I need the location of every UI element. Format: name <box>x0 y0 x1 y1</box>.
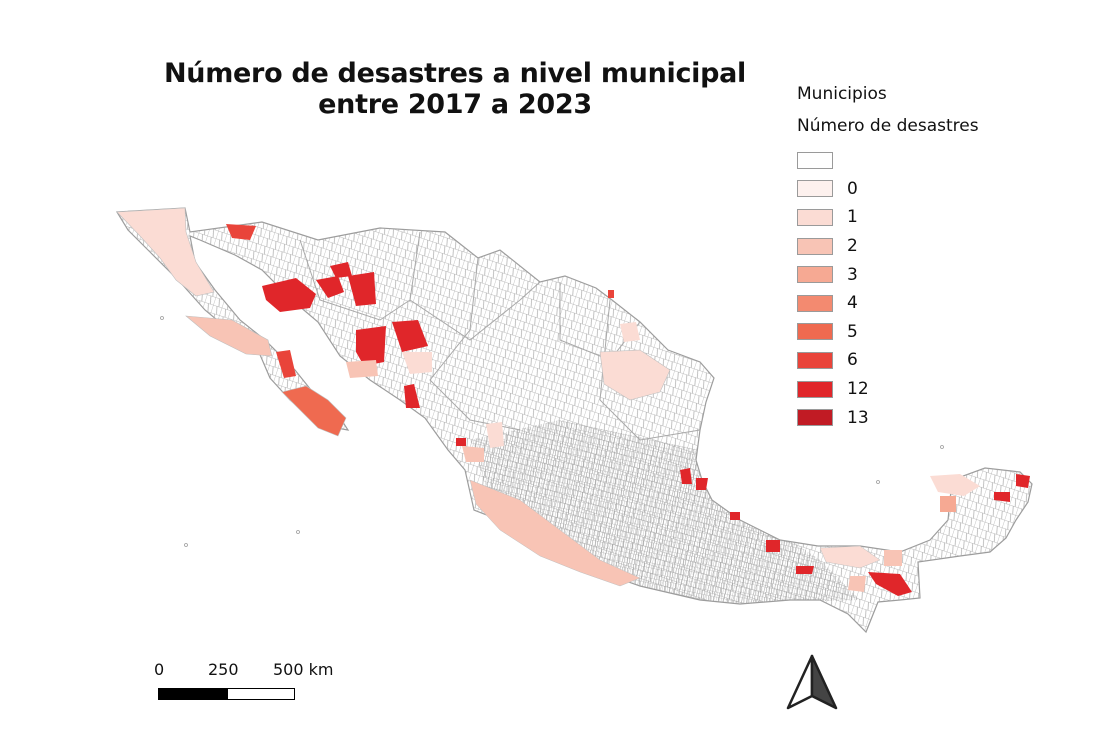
municipio-coahuila <box>486 422 504 448</box>
municipio-qroo-3 <box>940 496 956 512</box>
legend-swatch <box>797 380 833 398</box>
municipio-chihuahua-2 <box>392 320 428 352</box>
municipio-campeche <box>884 550 902 566</box>
islands <box>160 316 944 547</box>
scale-bar: 0 250 500 km <box>150 660 370 710</box>
legend-items: 0 1 2 3 4 5 6 12 13 <box>797 146 979 432</box>
municipio-nuevo-leon <box>599 349 671 401</box>
municipio-nayarit <box>462 446 484 462</box>
municipio-sonora-2 <box>316 276 344 298</box>
legend-swatch <box>797 208 833 226</box>
municipio-sonora-4 <box>348 272 376 306</box>
legend-item: 3 <box>797 260 979 289</box>
legend-layer-title: Municipios <box>797 84 887 104</box>
legend-field-title: Número de desastres <box>797 116 979 136</box>
municipio-pacific-coast <box>469 479 641 587</box>
municipio-chihuahua-1 <box>356 326 386 366</box>
municipio-bcs-north <box>276 350 296 378</box>
legend-label: 13 <box>847 407 869 428</box>
municipio-sonora-3 <box>330 262 352 278</box>
municipio-pink-2 <box>402 352 432 374</box>
scale-segment-black <box>158 688 228 700</box>
municipio-yucatan <box>930 474 980 496</box>
legend-label: 6 <box>847 350 858 371</box>
scale-segment-white <box>227 688 295 700</box>
municipio-baja-central <box>185 315 273 357</box>
map-legend: Municipios Número de desastres 0 1 2 3 4 5 6 12… <box>797 84 979 432</box>
legend-item: 1 <box>797 203 979 232</box>
legend-label: 2 <box>847 236 858 257</box>
map-title: Número de desastres a nivel municipal en… <box>140 58 770 120</box>
choropleth-highlights <box>116 207 1030 596</box>
municipio-baja-north <box>116 207 215 297</box>
north-arrow-icon <box>786 654 838 710</box>
legend-item <box>797 146 979 175</box>
legend-item: 6 <box>797 346 979 375</box>
legend-swatch <box>797 266 833 284</box>
municipio-qroo-1 <box>1016 474 1030 488</box>
map-title-line-1: Número de desastres a nivel municipal <box>163 58 747 89</box>
legend-swatch <box>797 294 833 312</box>
legend-item: 2 <box>797 232 979 261</box>
municipio-oaxaca-2 <box>796 566 814 574</box>
legend-item: 13 <box>797 403 979 432</box>
municipio-sonora-1 <box>262 278 316 312</box>
legend-swatch <box>797 323 833 341</box>
municipio-sonora-5 <box>226 224 256 240</box>
municipio-tamaulipas <box>620 322 640 342</box>
municipio-durango-red <box>404 384 420 408</box>
municipio-sinaloa <box>456 438 466 446</box>
municipio-la-paz <box>281 385 347 437</box>
legend-item: 12 <box>797 375 979 404</box>
legend-item: 5 <box>797 318 979 347</box>
legend-label: 4 <box>847 293 858 314</box>
legend-swatch <box>797 151 833 169</box>
legend-swatch <box>797 351 833 369</box>
scale-tick-0: 0 <box>154 660 165 679</box>
legend-swatch <box>797 180 833 198</box>
municipio-chiapas-2 <box>848 576 866 592</box>
municipio-chiapas-1 <box>868 572 912 596</box>
legend-label: 12 <box>847 379 869 400</box>
municipio-qroo-2 <box>994 492 1010 502</box>
legend-label: 0 <box>847 178 858 199</box>
legend-label: 5 <box>847 321 858 342</box>
legend-item: 4 <box>797 289 979 318</box>
municipio-veracruz-1 <box>680 468 692 484</box>
legend-item: 0 <box>797 175 979 204</box>
municipio-north-tip <box>608 290 614 298</box>
municipio-pink-1 <box>346 360 378 378</box>
legend-label: 1 <box>847 207 858 228</box>
scale-tick-500: 500 km <box>273 660 334 679</box>
legend-label: 3 <box>847 264 858 285</box>
municipio-tabasco <box>819 545 881 569</box>
municipio-veracruz-3 <box>730 512 740 520</box>
municipio-oaxaca-1 <box>766 540 780 552</box>
municipio-veracruz-2 <box>696 478 708 490</box>
map-title-line-2: entre 2017 a 2023 <box>318 89 592 120</box>
scale-tick-250: 250 <box>208 660 239 679</box>
legend-swatch <box>797 409 833 427</box>
legend-swatch <box>797 237 833 255</box>
